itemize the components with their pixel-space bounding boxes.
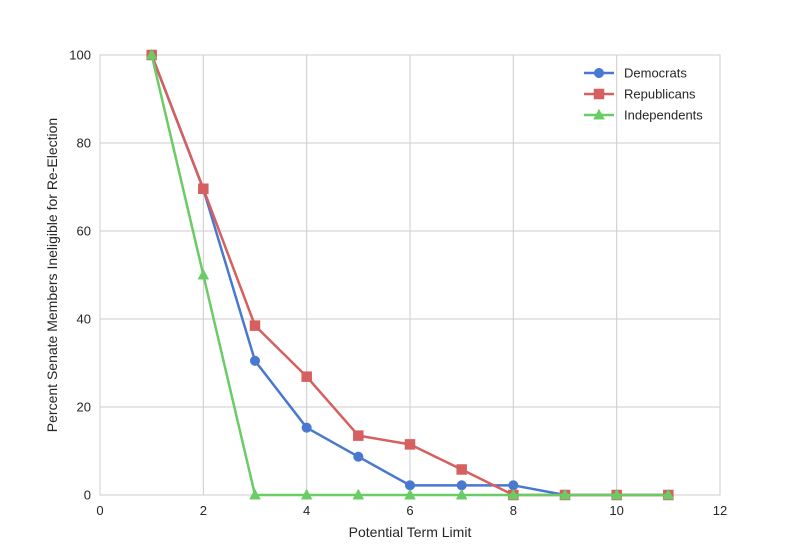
- data-point-independents: [559, 488, 571, 500]
- x-tick-label: 8: [510, 503, 517, 518]
- legend: Democrats Republicans Independents: [584, 66, 703, 123]
- data-point-independents: [404, 488, 416, 500]
- legend-item-independents: Independents: [584, 108, 703, 123]
- y-tick-label: 40: [77, 312, 91, 327]
- data-point-republicans: [301, 371, 312, 382]
- x-tick-label: 6: [406, 503, 413, 518]
- data-point-republicans: [456, 464, 467, 475]
- y-tick-label: 60: [77, 224, 91, 239]
- y-tick-label: 20: [77, 400, 91, 415]
- data-point-republicans: [249, 320, 261, 331]
- legend-item-republicans: Republicans: [584, 87, 696, 102]
- data-point-independents: [352, 488, 365, 500]
- x-tick-label: 10: [609, 503, 623, 518]
- x-tick-label: 4: [303, 503, 310, 518]
- series-layer: [145, 48, 675, 501]
- legend-label: Independents: [624, 108, 703, 123]
- data-point-independents: [300, 488, 313, 500]
- x-tick-label: 2: [200, 503, 207, 518]
- legend-marker: [593, 88, 605, 100]
- data-point-independents: [662, 488, 675, 500]
- y-tick-label: 100: [69, 48, 91, 63]
- data-point-republicans: [353, 430, 364, 441]
- data-point-independents: [507, 488, 520, 500]
- series-independents: [145, 48, 675, 500]
- x-tick-label: 0: [96, 503, 103, 518]
- data-point-independents: [249, 488, 261, 500]
- legend-marker: [593, 67, 605, 79]
- tick-labels: 0 2 4 6 8 10 12 0 20 40 60 80 100: [69, 48, 727, 519]
- legend-marker: [593, 108, 605, 120]
- data-point-republicans: [404, 439, 416, 450]
- y-axis-title: Percent Senate Members Ineligible for Re…: [44, 118, 60, 432]
- data-point-independents: [610, 488, 623, 500]
- data-point-independents: [145, 48, 158, 60]
- legend-item-democrats: Democrats: [584, 66, 687, 81]
- legend-label: Democrats: [624, 66, 687, 81]
- data-point-independents: [455, 488, 468, 500]
- y-tick-label: 80: [77, 136, 91, 151]
- legend-label: Republicans: [624, 87, 696, 102]
- data-point-independents: [197, 268, 210, 280]
- data-point-democrats: [353, 451, 364, 462]
- x-axis-title: Potential Term Limit: [349, 524, 472, 540]
- y-tick-label: 0: [84, 488, 91, 503]
- data-point-democrats: [249, 355, 261, 366]
- x-tick-label: 12: [713, 503, 727, 518]
- data-point-republicans: [198, 183, 209, 195]
- data-point-democrats: [301, 422, 312, 433]
